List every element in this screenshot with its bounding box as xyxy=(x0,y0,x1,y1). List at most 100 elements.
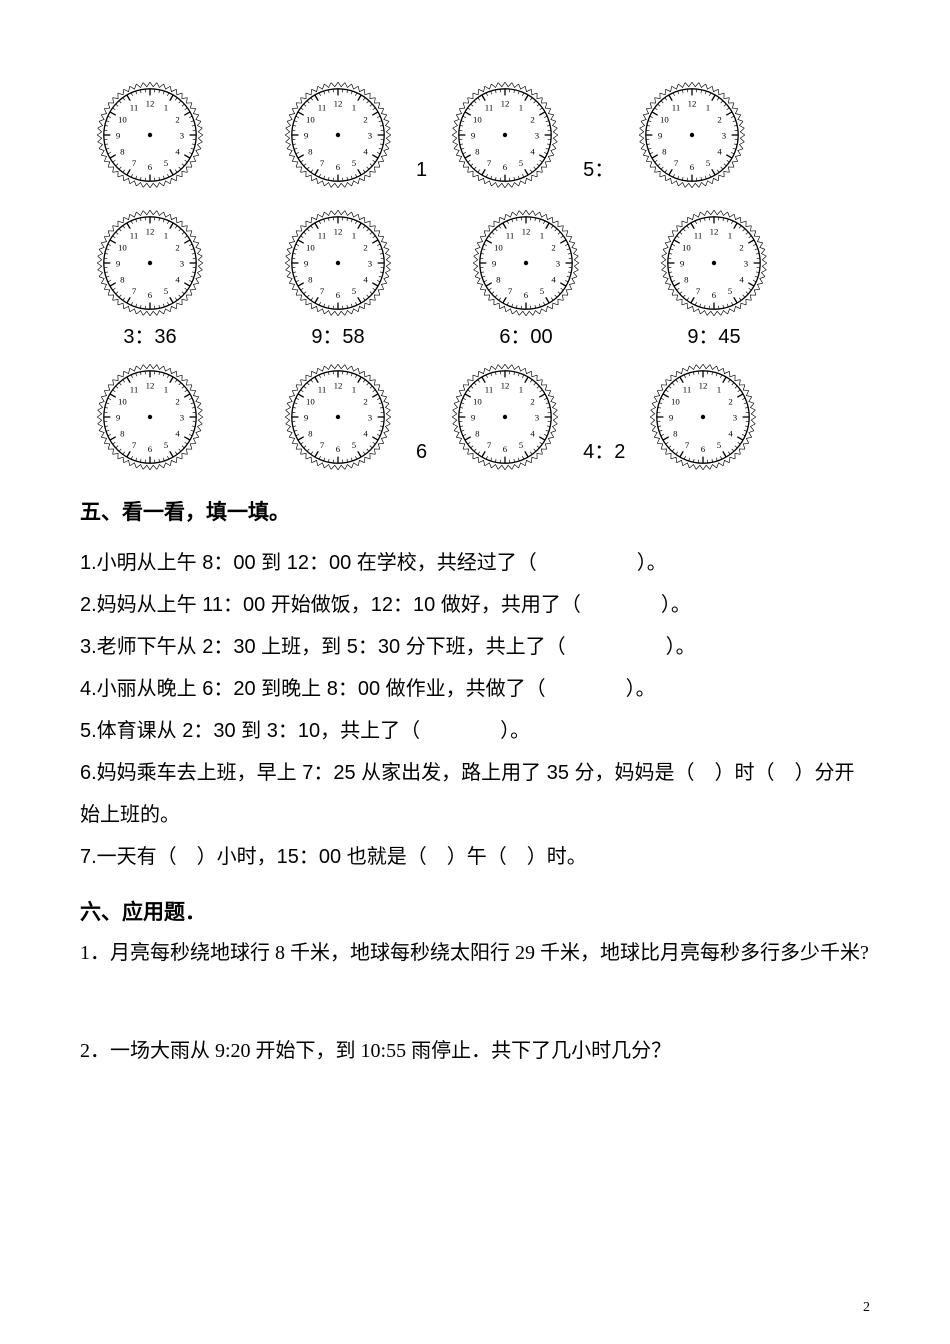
clock-time-label: 9：58 xyxy=(311,320,364,344)
clock-cell: 123456789101112 xyxy=(633,362,773,472)
svg-text:5: 5 xyxy=(352,440,357,450)
svg-text:5: 5 xyxy=(717,440,722,450)
svg-text:9: 9 xyxy=(116,258,121,268)
clock-face-icon: 123456789101112 xyxy=(637,80,747,190)
svg-text:11: 11 xyxy=(672,103,680,113)
question-5-6: 6.妈妈乘车去上班，早上 7：25 从家出发，路上用了 35 分，妈妈是（ ）时… xyxy=(80,752,870,836)
svg-text:5: 5 xyxy=(164,158,169,168)
question-5-7: 7.一天有（ ）小时，15：00 也就是（ ）午（ ）时。 xyxy=(80,836,870,878)
svg-text:2: 2 xyxy=(531,396,535,406)
svg-text:10: 10 xyxy=(660,114,669,124)
svg-text:5: 5 xyxy=(164,286,169,296)
svg-text:9: 9 xyxy=(669,412,674,422)
svg-text:11: 11 xyxy=(318,231,326,241)
svg-text:8: 8 xyxy=(120,428,125,438)
svg-text:2: 2 xyxy=(729,396,733,406)
svg-text:6: 6 xyxy=(503,444,508,454)
svg-text:6: 6 xyxy=(503,162,508,172)
svg-text:1: 1 xyxy=(352,385,356,395)
svg-text:10: 10 xyxy=(118,242,127,252)
svg-text:3: 3 xyxy=(368,258,373,268)
svg-text:6: 6 xyxy=(148,290,153,300)
svg-text:11: 11 xyxy=(485,385,493,395)
svg-text:2: 2 xyxy=(363,114,367,124)
svg-text:5: 5 xyxy=(540,286,545,296)
svg-text:12: 12 xyxy=(146,226,155,236)
svg-text:10: 10 xyxy=(306,114,315,124)
clock-cell: 123456789101112 xyxy=(435,362,575,472)
svg-text:11: 11 xyxy=(506,231,514,241)
clock-face-icon: 123456789101112 xyxy=(283,208,393,318)
svg-text:8: 8 xyxy=(308,146,313,156)
svg-text:2: 2 xyxy=(175,396,179,406)
svg-text:2: 2 xyxy=(175,242,179,252)
clock-cell: 123456789101112 xyxy=(268,80,408,190)
svg-text:12: 12 xyxy=(699,380,708,390)
svg-text:7: 7 xyxy=(685,440,690,450)
svg-text:12: 12 xyxy=(522,226,531,236)
svg-text:2: 2 xyxy=(175,114,179,124)
question-5-2: 2.妈妈从上午 11：00 开始做饭，12：10 做好，共用了（ ）。 xyxy=(80,584,870,626)
clock-row-1: 123456789101112 123456789101112 1 123456… xyxy=(80,80,870,190)
clock-face-icon: 123456789101112 xyxy=(659,208,769,318)
svg-text:7: 7 xyxy=(320,440,325,450)
svg-text:6: 6 xyxy=(336,444,341,454)
clock-cell: 123456789101112 xyxy=(80,80,220,190)
question-5-4: 4.小丽从晚上 6：20 到晚上 8：00 做作业，共做了（ ）。 xyxy=(80,668,870,710)
svg-text:12: 12 xyxy=(501,380,510,390)
svg-text:3: 3 xyxy=(556,258,561,268)
clock-face-icon: 123456789101112 xyxy=(95,80,205,190)
svg-text:7: 7 xyxy=(320,158,325,168)
svg-text:6: 6 xyxy=(148,162,153,172)
svg-text:1: 1 xyxy=(164,385,168,395)
svg-text:12: 12 xyxy=(334,226,343,236)
svg-text:4: 4 xyxy=(175,274,180,284)
svg-text:12: 12 xyxy=(710,226,719,236)
svg-text:7: 7 xyxy=(487,440,492,450)
svg-text:5: 5 xyxy=(706,158,711,168)
svg-text:9: 9 xyxy=(304,412,309,422)
svg-text:7: 7 xyxy=(320,286,325,296)
svg-text:9: 9 xyxy=(471,412,476,422)
svg-text:12: 12 xyxy=(146,98,155,108)
svg-text:3: 3 xyxy=(744,258,749,268)
svg-text:2: 2 xyxy=(363,396,367,406)
svg-text:1: 1 xyxy=(519,385,523,395)
svg-text:6: 6 xyxy=(524,290,529,300)
svg-text:12: 12 xyxy=(334,380,343,390)
svg-text:4: 4 xyxy=(363,428,368,438)
svg-text:11: 11 xyxy=(683,385,691,395)
svg-text:11: 11 xyxy=(130,103,138,113)
svg-text:11: 11 xyxy=(318,385,326,395)
svg-text:11: 11 xyxy=(694,231,702,241)
svg-text:1: 1 xyxy=(164,103,168,113)
question-5-1: 1.小明从上午 8：00 到 12：00 在学校，共经过了（ ）。 xyxy=(80,542,870,584)
svg-text:10: 10 xyxy=(682,242,691,252)
clock-face-icon: 123456789101112 xyxy=(450,80,560,190)
svg-text:6: 6 xyxy=(712,290,717,300)
svg-text:1: 1 xyxy=(717,385,721,395)
clock-face-icon: 123456789101112 xyxy=(283,362,393,472)
svg-text:4: 4 xyxy=(551,274,556,284)
svg-text:8: 8 xyxy=(475,428,480,438)
svg-text:9: 9 xyxy=(492,258,497,268)
svg-text:10: 10 xyxy=(306,242,315,252)
svg-text:3: 3 xyxy=(722,130,727,140)
svg-text:4: 4 xyxy=(531,428,536,438)
svg-text:8: 8 xyxy=(496,274,501,284)
clock-cell: 123456789101112 9：58 xyxy=(268,208,408,344)
svg-text:5: 5 xyxy=(728,286,733,296)
svg-text:6: 6 xyxy=(336,290,341,300)
svg-text:4: 4 xyxy=(175,428,180,438)
svg-text:10: 10 xyxy=(473,114,482,124)
svg-text:9: 9 xyxy=(304,258,309,268)
svg-text:9: 9 xyxy=(304,130,309,140)
svg-text:8: 8 xyxy=(308,274,313,284)
svg-text:11: 11 xyxy=(318,103,326,113)
section-5-heading: 五、看一看，填一填。 xyxy=(80,496,870,526)
svg-text:12: 12 xyxy=(688,98,697,108)
svg-text:5: 5 xyxy=(352,158,357,168)
svg-text:6: 6 xyxy=(690,162,695,172)
svg-text:4: 4 xyxy=(739,274,744,284)
answer-space xyxy=(80,978,870,1026)
